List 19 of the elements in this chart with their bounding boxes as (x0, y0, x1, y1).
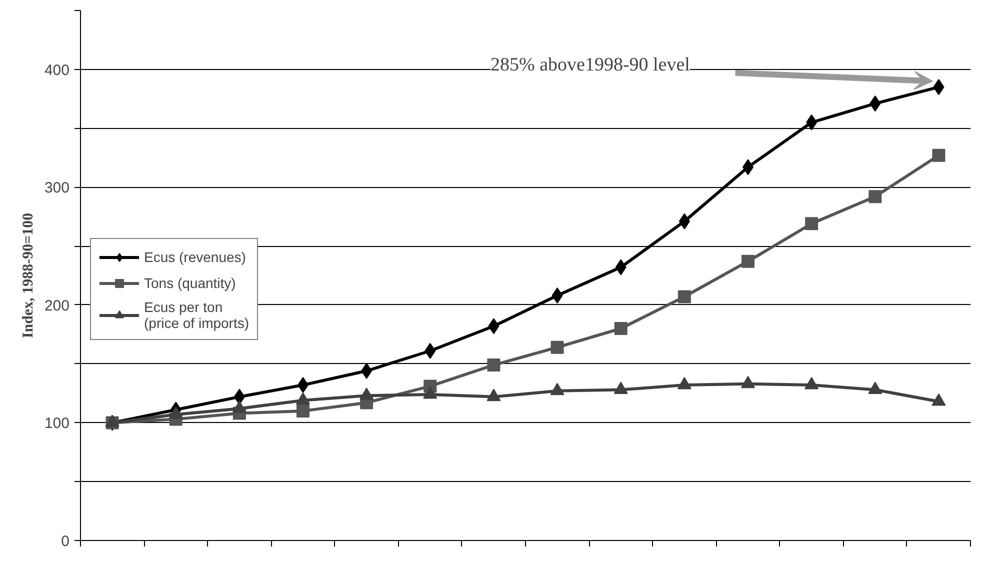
point (805, 217, 818, 230)
y-tick-label: 300 (44, 180, 70, 197)
y-tick-label: 400 (44, 62, 70, 79)
y-tick-label: 100 (44, 415, 70, 432)
y-tick-label: 200 (44, 297, 70, 314)
y-axis-title: Index, 1988-90=100 (20, 212, 36, 338)
point (550, 340, 564, 354)
point (932, 148, 946, 162)
legend-label: Ecus (revenues) (144, 249, 246, 265)
legend-label: Tons (quantity) (144, 275, 236, 291)
point (868, 190, 882, 204)
annotation: 285% above1998-90 level (490, 54, 690, 76)
point (487, 358, 500, 372)
point (742, 254, 754, 268)
point (296, 404, 310, 418)
y-tick-label: 0 (61, 533, 70, 550)
point (614, 322, 628, 335)
legend-label: Ecus per ton (price of imports) (144, 299, 250, 331)
point (678, 290, 691, 304)
